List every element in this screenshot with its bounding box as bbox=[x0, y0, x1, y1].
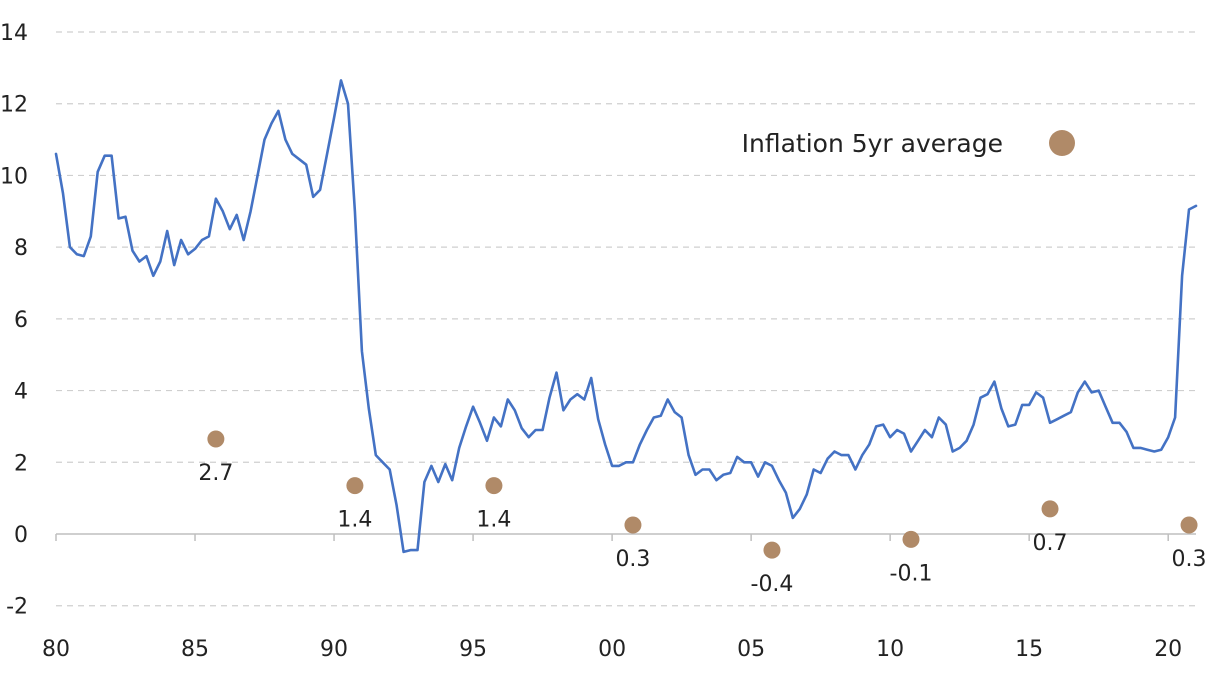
average-data-label: 1.4 bbox=[337, 508, 372, 533]
y-tick-label: -2 bbox=[6, 595, 28, 620]
y-tick-label: 12 bbox=[0, 93, 28, 118]
legend: Inflation 5yr average bbox=[742, 129, 1075, 158]
average-marker bbox=[1041, 500, 1059, 518]
average-data-label: 0.3 bbox=[1172, 547, 1207, 572]
average-data-label: 2.7 bbox=[198, 461, 233, 486]
x-tick-label: 95 bbox=[459, 637, 487, 662]
x-axis-ticks: 80 85 90 95 00 05 10 15 20 bbox=[42, 534, 1182, 662]
average-marker bbox=[485, 477, 503, 495]
y-axis-ticks: -2 0 2 4 6 8 10 12 14 bbox=[0, 21, 28, 620]
x-tick-label: 15 bbox=[1015, 637, 1043, 662]
x-tick-label: 20 bbox=[1154, 637, 1182, 662]
x-tick-label: 85 bbox=[181, 637, 209, 662]
y-tick-label: 8 bbox=[14, 236, 28, 261]
five-year-average-series: 2.7 1.4 1.4 0.3 -0.4 -0.1 0.7 0.3 bbox=[198, 430, 1207, 597]
legend-label: Inflation 5yr average bbox=[742, 129, 1003, 158]
x-tick-label: 10 bbox=[876, 637, 904, 662]
y-tick-label: 6 bbox=[14, 308, 28, 333]
average-marker bbox=[624, 516, 642, 534]
gridlines bbox=[56, 31, 1196, 607]
average-data-label: -0.1 bbox=[890, 561, 933, 586]
average-marker bbox=[1180, 516, 1198, 534]
legend-marker bbox=[1049, 130, 1075, 156]
average-data-label: 1.4 bbox=[476, 508, 511, 533]
y-tick-label: 4 bbox=[14, 380, 28, 405]
inflation-line bbox=[54, 79, 1198, 554]
average-data-label: 0.3 bbox=[615, 547, 650, 572]
average-marker bbox=[902, 530, 920, 548]
y-tick-label: 14 bbox=[0, 21, 28, 46]
average-data-label: -0.4 bbox=[751, 572, 794, 597]
x-tick-label: 00 bbox=[598, 637, 626, 662]
y-tick-label: 2 bbox=[14, 451, 28, 476]
y-tick-label: 0 bbox=[14, 523, 28, 548]
x-tick-label: 90 bbox=[320, 637, 348, 662]
average-data-label: 0.7 bbox=[1033, 531, 1068, 556]
x-tick-label: 05 bbox=[737, 637, 765, 662]
average-marker bbox=[346, 477, 364, 495]
average-marker bbox=[207, 430, 225, 448]
average-marker bbox=[763, 541, 781, 559]
y-tick-label: 10 bbox=[0, 164, 28, 189]
x-tick-label: 80 bbox=[42, 637, 70, 662]
inflation-series bbox=[54, 79, 1198, 554]
